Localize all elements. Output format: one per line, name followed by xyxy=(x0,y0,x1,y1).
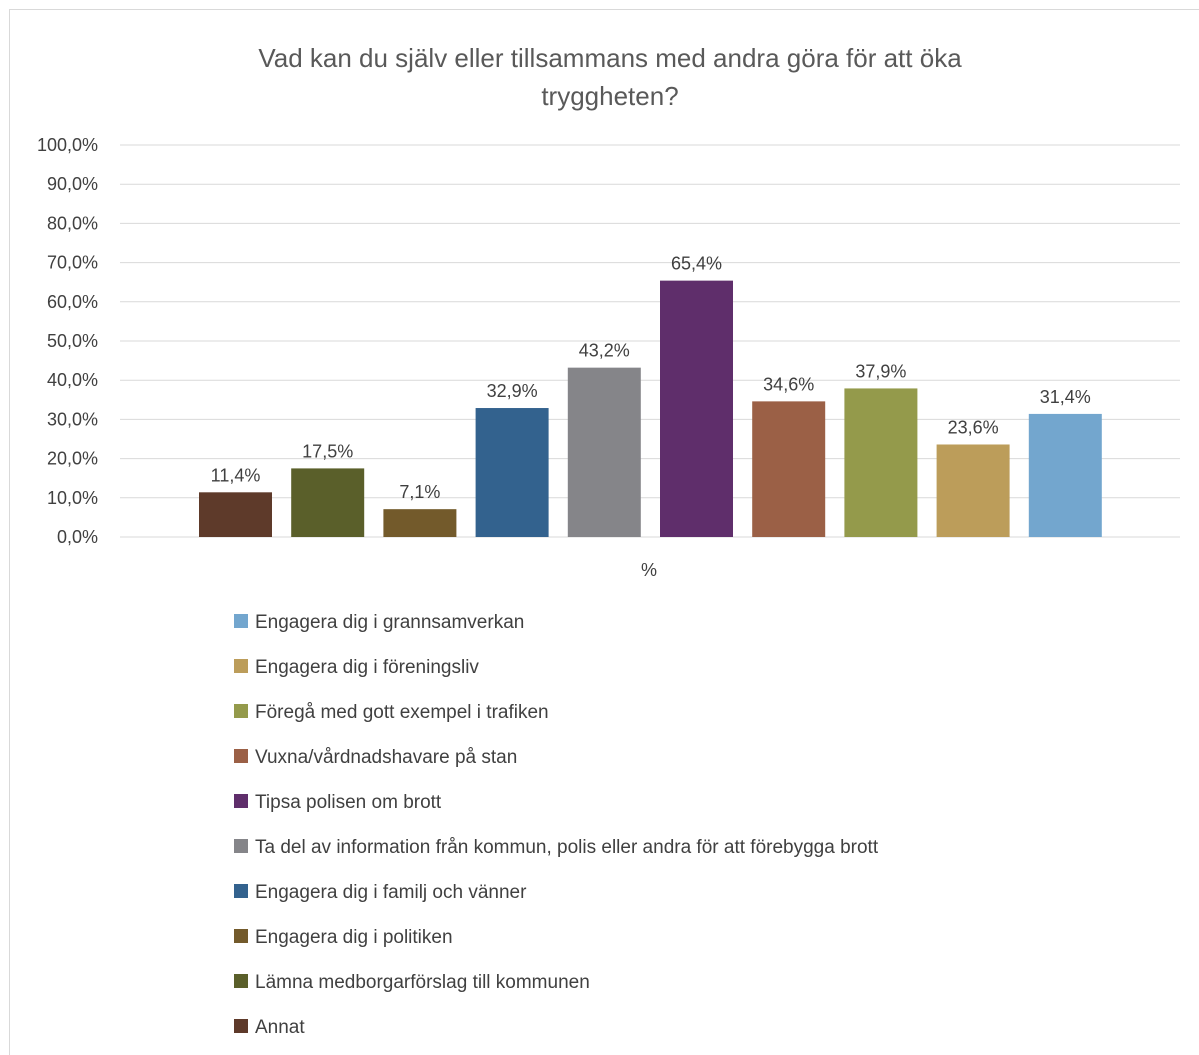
legend-label: Engagera dig i familj och vänner xyxy=(255,882,527,903)
legend-swatch xyxy=(234,974,248,988)
bar xyxy=(1028,413,1102,537)
legend-item: Engagera dig i familj och vänner xyxy=(234,882,527,903)
y-tick-label: 60,0% xyxy=(47,292,98,312)
legend-item: Tipsa polisen om brott xyxy=(234,792,442,813)
bar xyxy=(475,408,549,537)
legend-item: Lämna medborgarförslag till kommunen xyxy=(234,972,590,993)
bar xyxy=(199,492,272,537)
legend-label: Engagera dig i föreningsliv xyxy=(255,657,479,678)
bar xyxy=(752,401,826,537)
legend-swatch xyxy=(234,884,248,898)
legend-item: Engagera dig i politiken xyxy=(234,927,453,948)
legend-swatch xyxy=(234,929,248,943)
legend-label: Engagera dig i grannsamverkan xyxy=(255,612,524,633)
bar xyxy=(383,509,457,537)
data-labels: 11,4% 17,5% 7,1% 32,9% 43,2% 65,4% 34,6% 37,9% 2… xyxy=(211,254,1091,503)
chart-title-line-1: Vad kan du själv eller tillsammans med a… xyxy=(258,43,962,73)
legend-label: Lämna medborgarförslag till kommunen xyxy=(255,972,590,993)
legend-swatch xyxy=(234,659,248,673)
legend-label: Föregå med gott exempel i trafiken xyxy=(255,702,549,723)
bar xyxy=(291,468,365,537)
legend-swatch xyxy=(234,1019,248,1033)
y-tick-label: 90,0% xyxy=(47,174,98,194)
bar xyxy=(936,444,1010,537)
legend-swatch xyxy=(234,704,248,718)
y-tick-label: 10,0% xyxy=(47,488,98,508)
legend-swatch xyxy=(234,794,248,808)
y-tick-label: 30,0% xyxy=(47,409,98,429)
data-label: 32,9% xyxy=(487,381,538,401)
legend-label: Annat xyxy=(255,1017,305,1038)
legend-label: Engagera dig i politiken xyxy=(255,927,453,948)
gridlines xyxy=(120,144,1180,538)
legend-swatch xyxy=(234,839,248,853)
legend-label: Ta del av information från kommun, polis… xyxy=(255,837,879,858)
legend: Engagera dig i grannsamverkan Engagera di… xyxy=(234,612,879,1038)
chart-title-line-2: tryggheten? xyxy=(541,81,678,111)
data-label: 65,4% xyxy=(671,254,722,274)
y-tick-label: 50,0% xyxy=(47,331,98,351)
data-label: 34,6% xyxy=(763,374,814,394)
y-tick-label: 20,0% xyxy=(47,449,98,469)
y-tick-label: 40,0% xyxy=(47,370,98,390)
bar xyxy=(567,367,641,537)
data-label: 17,5% xyxy=(302,441,353,461)
data-label: 31,4% xyxy=(1040,387,1091,407)
data-label: 43,2% xyxy=(579,341,630,361)
legend-label: Tipsa polisen om brott xyxy=(255,792,442,813)
legend-item: Föregå med gott exempel i trafiken xyxy=(234,702,549,723)
bar xyxy=(660,280,733,537)
legend-item: Engagera dig i grannsamverkan xyxy=(234,612,524,633)
legend-item: Annat xyxy=(234,1017,305,1038)
bars xyxy=(199,280,1102,537)
y-tick-label: 80,0% xyxy=(47,213,98,233)
legend-item: Engagera dig i föreningsliv xyxy=(234,657,479,678)
data-label: 7,1% xyxy=(399,482,440,502)
chart-frame xyxy=(9,9,1199,1055)
y-tick-label: 70,0% xyxy=(47,253,98,273)
category-axis-label: % xyxy=(641,560,657,580)
y-axis-ticks: 0,0% 10,0% 20,0% 30,0% 40,0% 50,0% 60,0% 70,0% 8… xyxy=(37,135,98,547)
legend-item: Ta del av information från kommun, polis… xyxy=(234,837,879,858)
legend-swatch xyxy=(234,749,248,763)
bar xyxy=(844,388,918,537)
legend-swatch xyxy=(234,614,248,628)
y-tick-label: 0,0% xyxy=(57,527,98,547)
legend-label: Vuxna/vårdnadshavare på stan xyxy=(255,747,517,768)
y-tick-label: 100,0% xyxy=(37,135,98,155)
data-label: 11,4% xyxy=(211,465,261,485)
data-label: 23,6% xyxy=(948,417,999,437)
data-label: 37,9% xyxy=(855,361,906,381)
legend-item: Vuxna/vårdnadshavare på stan xyxy=(234,747,517,768)
